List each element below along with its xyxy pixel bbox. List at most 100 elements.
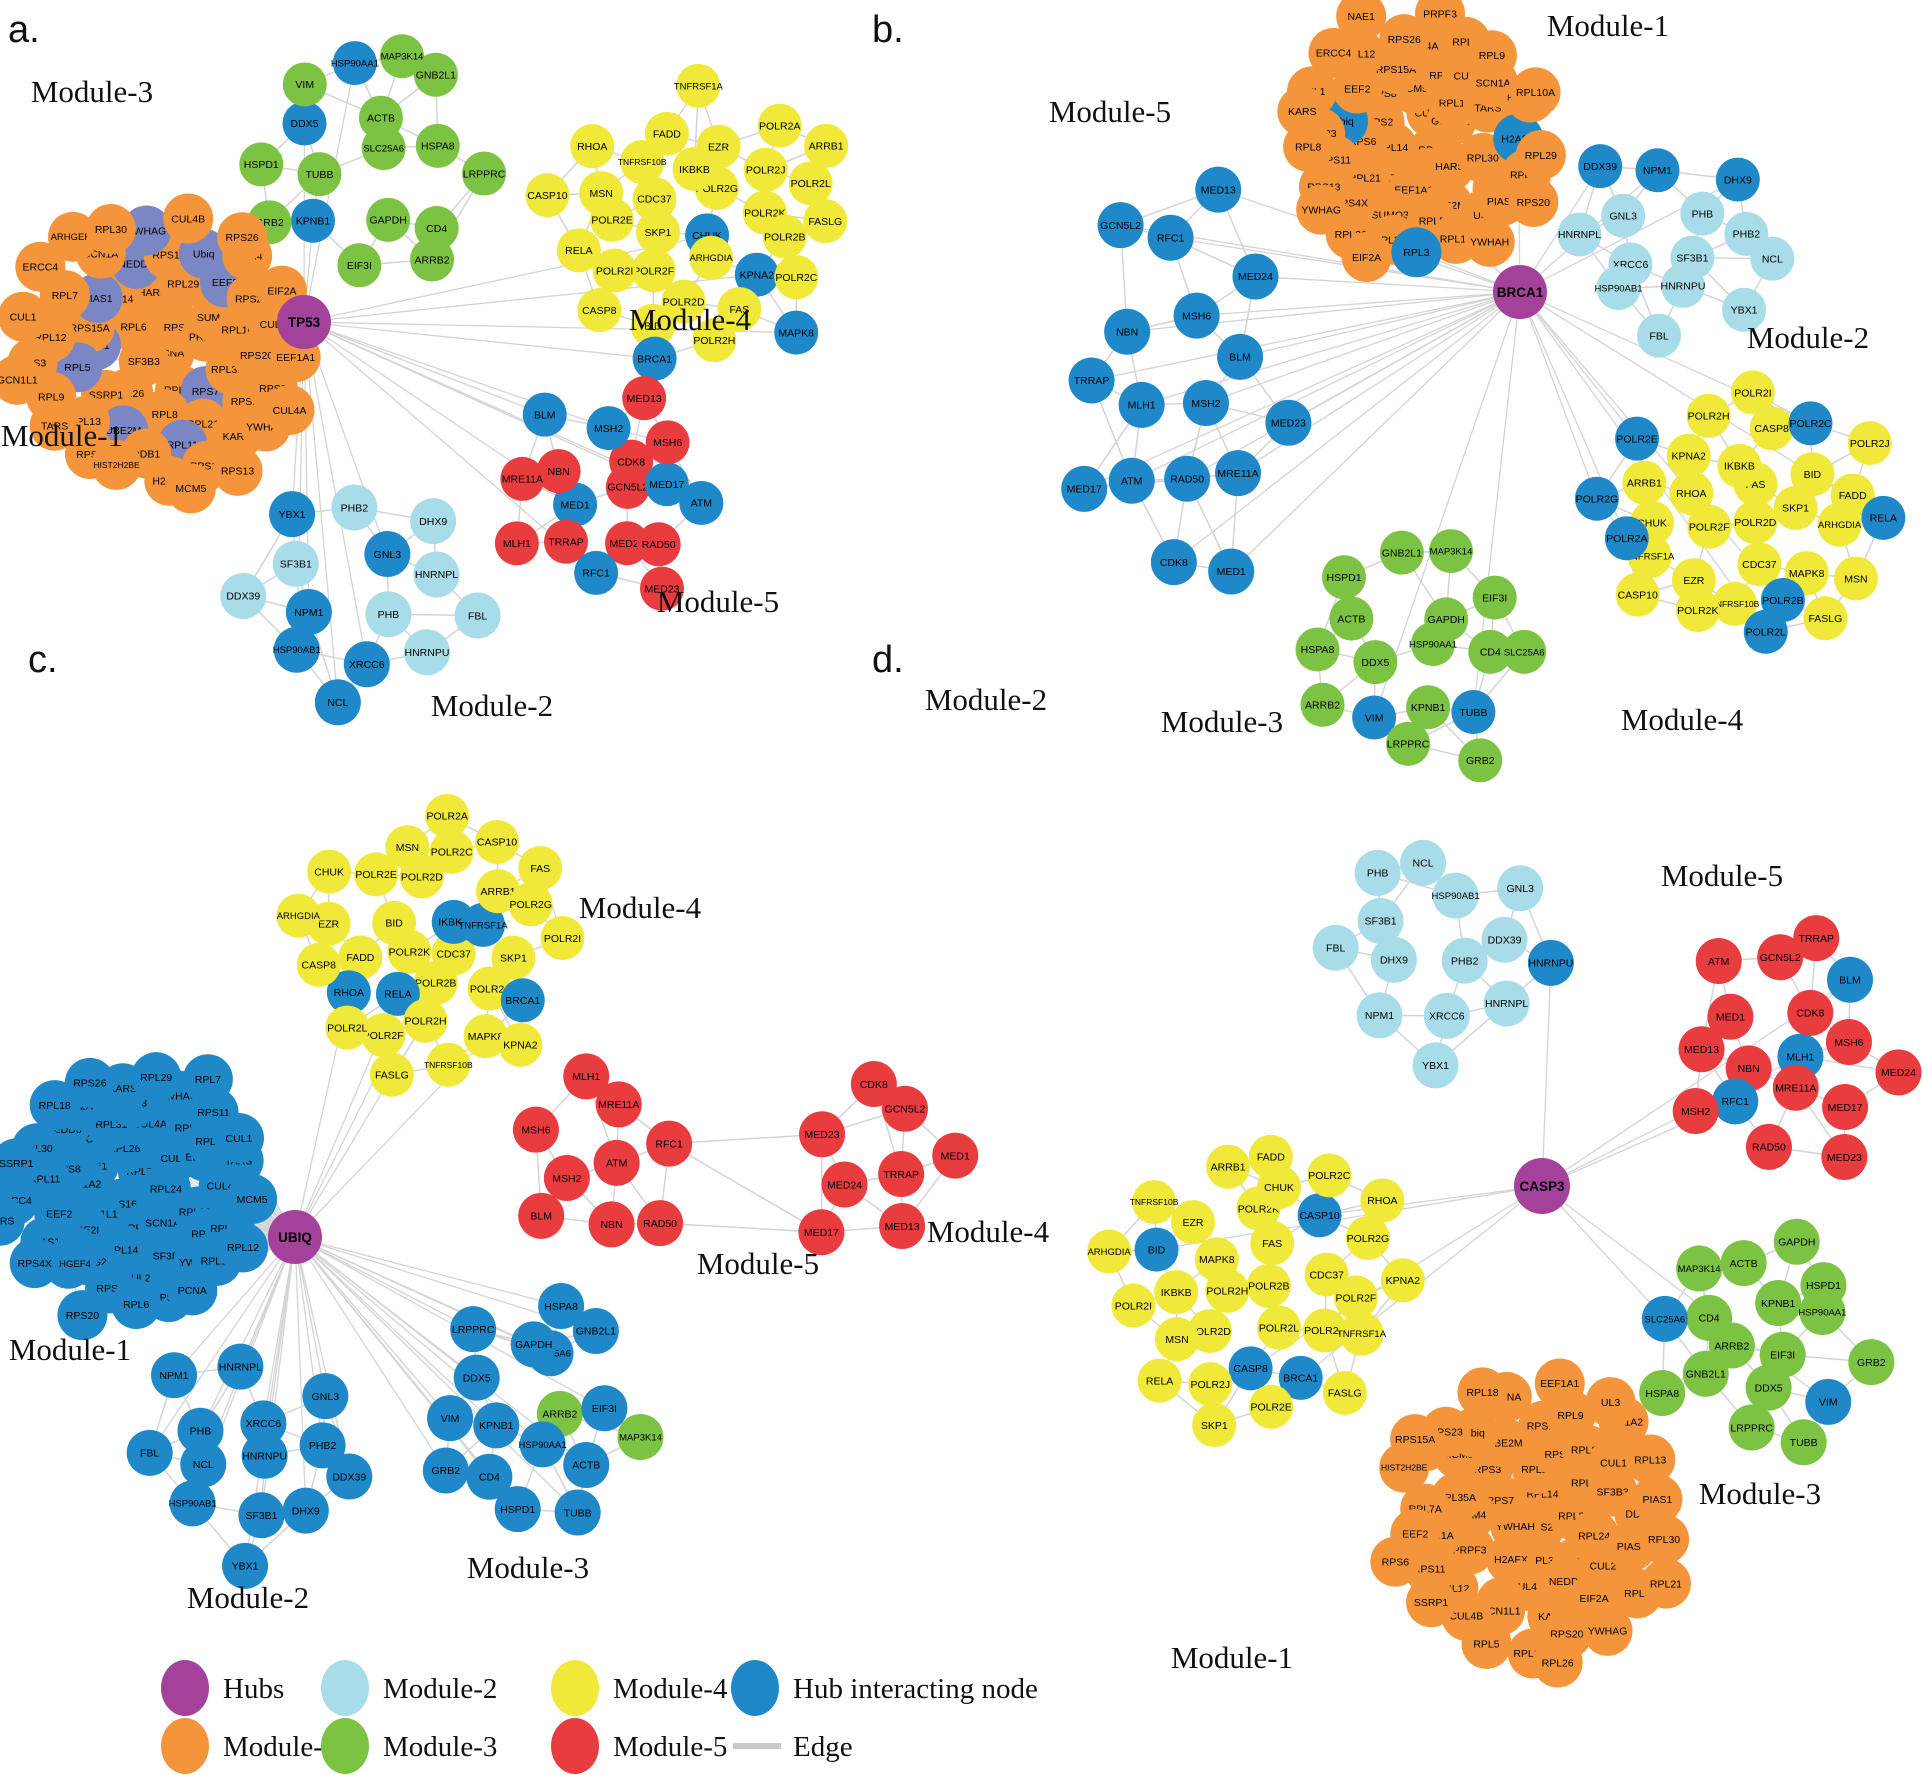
node-TRRAP: TRRAP [1068,357,1115,404]
node-HSP90AA1: HSP90AA1 [331,41,379,86]
node-label-MSH6: MSH6 [1834,1037,1863,1049]
node-label-CASP10: CASP10 [477,837,517,849]
node-label-MAPK8: MAPK8 [1199,1254,1235,1266]
module-module-5: GCN5L2 MED1 CDK8 MED24 NBN MED17 TRRAP MSH2 RAD5… [494,376,724,611]
node-CASP10: CASP10 [475,819,520,864]
node-RHOA: RHOA [1360,1178,1405,1223]
node-label-EEF1A1: EEF1A1 [1394,185,1433,197]
node-circle-BID [630,303,675,348]
node-circle-GAPDH [366,197,411,242]
node-label-KPNB1: KPNB1 [479,1420,514,1432]
node-circle-GNB2L1 [1379,530,1424,575]
node-MED17: MED17 [644,462,689,507]
node-label-GNB2L1: GNB2L1 [576,1326,616,1338]
node-label-MSH2: MSH2 [1681,1106,1710,1118]
node-circle-POLR2I [1730,370,1775,415]
node-circle-DDX5 [282,101,327,146]
node-label-GNL3: GNL3 [374,549,402,561]
module-label-module-5-panel-d: Module-5 [1661,858,1783,893]
node-circle-BLM [518,1192,565,1239]
node-circle-GCN5L2 [881,1085,928,1132]
node-circle-CUL1 [0,291,49,342]
hub-edge [294,1236,562,1307]
node-label-KPNB1: KPNB1 [296,216,331,228]
node-POLR2I: POLR2I [1111,1283,1156,1328]
node-RPS6: RPS6 [1370,1536,1421,1587]
node-label-XRCC6: XRCC6 [246,1418,282,1430]
node-YBX1: YBX1 [269,491,316,538]
node-label-RELA: RELA [1870,513,1897,525]
node-CASP8: CASP8 [296,942,341,987]
node-label-RPS6: RPS6 [1382,1556,1410,1568]
node-label-SCN1A: SCN1A [1476,77,1511,89]
module-label-module-2-panel-c: Module-2 [187,1580,309,1615]
node-label-EIF3I: EIF3I [1482,592,1507,604]
node-NAE1: NAE1 [1336,0,1387,42]
node-label-BID: BID [644,321,662,333]
node-label-HNRNPL: HNRNPL [219,1361,262,1373]
node-HSP90AA1: HSP90AA1 [519,1421,567,1468]
node-circle-GNL3 [364,530,411,577]
node-label-HARS: HARS [0,1216,14,1228]
module-label-module-2-panel-d: Module-2 [925,682,1047,717]
node-circle-HSPD1 [239,142,284,187]
node-label-RPL30: RPL30 [1467,153,1499,165]
node-circle-HSPA8 [538,1282,585,1329]
node-label-EEF2: EEF2 [1402,1529,1428,1541]
node-label-HSPA8: HSPA8 [421,141,455,153]
node-POLR2A: POLR2A [1604,516,1649,561]
node-TNFRSF10B: TNFRSF10B [1130,1180,1179,1225]
node-circle-POLR2B [1246,1263,1291,1308]
node-PHB2: PHB2 [1441,937,1488,984]
node-PHB: PHB [177,1407,224,1454]
node-GAPDH: GAPDH [1424,597,1469,642]
node-label-MSN: MSN [396,842,419,854]
node-label-POLR2A: POLR2A [1606,533,1647,545]
hub-circle-BRCA1 [1493,265,1547,319]
node-VIM: VIM [1805,1378,1852,1425]
node-label-IKBKB: IKBKB [679,164,710,176]
hub-circle-UBIQ [268,1210,322,1264]
node-HSPA8: HSPA8 [415,123,460,168]
node-label-BRCA1: BRCA1 [637,353,672,365]
node-label-ACTB: ACTB [1337,613,1365,625]
node-CDK8: CDK8 [609,439,654,484]
node-POLR2L: POLR2L [325,1005,370,1050]
node-label-RPL18: RPL18 [1440,234,1472,246]
node-RELA: RELA [375,971,420,1016]
node-circle-MSH2 [1672,1088,1719,1135]
node-label-FAS: FAS [729,304,749,316]
hub-edge [294,1236,474,1330]
node-label-HSPA8: HSPA8 [1301,644,1335,656]
node-label-MED23: MED23 [1271,418,1306,430]
node-label-ARHGDIA: ARHGDIA [1087,1247,1131,1258]
node-label-POLR2A: POLR2A [759,120,800,132]
node-label-POLR2H: POLR2H [1688,411,1730,423]
node-label-MSH2: MSH2 [552,1173,581,1185]
node-MED1: MED1 [1208,548,1255,595]
node-GAPDH: GAPDH [366,197,411,242]
node-label-CD4: CD4 [479,1472,500,1484]
node-GCN5L2: GCN5L2 [1097,202,1144,249]
node-YWHAG: YWHAG [121,205,172,256]
node-YWHAH: YWHAH [1464,216,1515,267]
node-label-RPS7: RPS7 [1487,1495,1515,1507]
node-HSP90AB1: HSP90AB1 [169,1480,217,1527]
module-label-module-3-panel-a: Module-3 [31,74,153,109]
node-circle-NBN [588,1201,635,1248]
node-label-DDX5: DDX5 [290,118,318,130]
node-circle-TARS [29,400,80,451]
node-circle-HSPA8 [1639,1370,1686,1417]
node-label-CD4: CD4 [426,223,447,235]
node-circle-HSP90AB1 [273,626,320,673]
node-label-DDX39: DDX39 [226,591,260,603]
node-ATM: ATM [679,480,724,525]
legend-item-module3: Module-3 [321,1718,497,1774]
node-label-BRCA1: BRCA1 [505,995,540,1007]
node-circle-PHB [177,1407,224,1454]
node-NPM1: NPM1 [285,588,332,635]
node-CDC37: CDC37 [632,176,677,221]
node-label-EZR: EZR [708,142,729,154]
node-DDX39: DDX39 [220,572,267,619]
node-MLH1: MLH1 [563,1053,610,1100]
